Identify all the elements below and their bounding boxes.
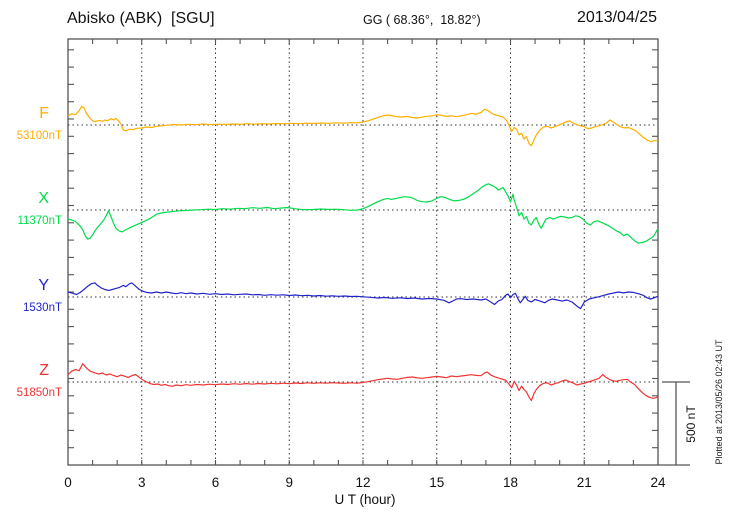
x-tick-label: 12	[355, 475, 371, 490]
scale-bar-label: 500 nT	[684, 405, 698, 443]
channel-baseline-f: 53100nT	[16, 130, 62, 142]
x-tick-label: 9	[285, 475, 293, 490]
geographic-coordinates: GG ( 68.36°, 18.82°)	[363, 13, 481, 27]
channel-letter-f: F	[39, 105, 49, 122]
trace-y	[67, 282, 659, 310]
station-title: Abisko (ABK) [SGU]	[67, 10, 215, 27]
x-tick-label: 18	[502, 475, 519, 490]
trace-x	[67, 183, 659, 244]
x-tick-label: 24	[650, 475, 666, 490]
channel-baseline-y: 1530nT	[22, 302, 62, 314]
x-axis-title: U T (hour)	[334, 492, 396, 507]
channel-label-x: X 11370nT	[0, 191, 62, 228]
channel-baseline-z: 51850nT	[16, 387, 62, 399]
channel-letter-y: Y	[38, 277, 49, 294]
channel-label-f: F 53100nT	[0, 106, 62, 143]
x-tick-label: 0	[64, 475, 72, 490]
plot-date: 2013/04/25	[577, 9, 658, 26]
x-tick-label: 3	[137, 475, 146, 490]
trace-z	[67, 363, 659, 402]
x-tick-label: 21	[576, 475, 592, 490]
channel-label-y: Y 1530nT	[0, 278, 62, 315]
plotted-at-watermark: Plotted at 2013/05/26 02:43 UT	[714, 339, 724, 465]
channel-baseline-x: 11370nT	[17, 215, 62, 227]
x-tick-label: 6	[211, 475, 220, 490]
channel-letter-x: X	[38, 190, 49, 207]
channel-letter-z: Z	[39, 362, 49, 379]
channel-label-z: Z 51850nT	[0, 363, 62, 400]
x-tick-label: 15	[429, 475, 445, 490]
trace-f	[67, 105, 659, 147]
